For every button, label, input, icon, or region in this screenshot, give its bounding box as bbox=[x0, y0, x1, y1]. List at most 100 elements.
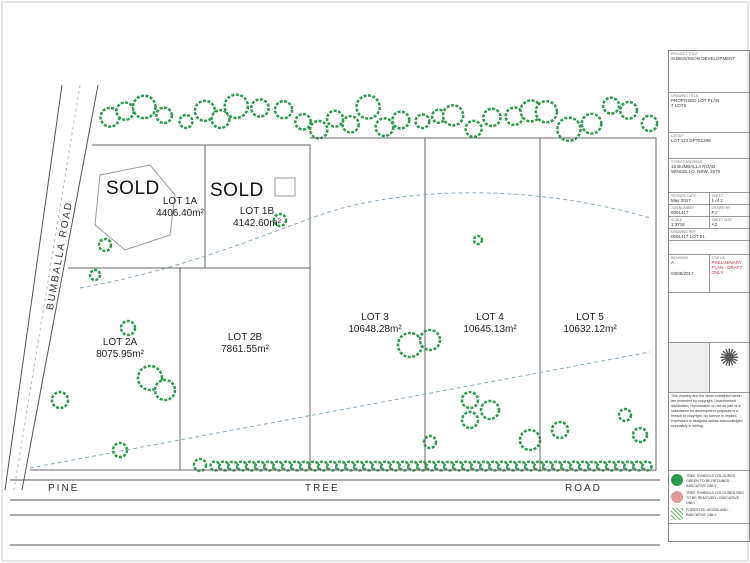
lot-name: LOT 2B bbox=[227, 332, 263, 343]
tree-icon bbox=[398, 460, 410, 472]
tree-icon bbox=[479, 399, 501, 421]
sheet: 1 of 2 bbox=[711, 198, 723, 203]
tree-icon bbox=[464, 119, 483, 139]
tree-icon bbox=[631, 426, 649, 444]
tree-icon bbox=[560, 460, 572, 472]
tree-icon bbox=[355, 94, 381, 120]
revision-date: 03/05/2017 bbox=[671, 271, 694, 276]
tree-road-label: TREE bbox=[305, 483, 340, 494]
lot-area: 8075.95m² bbox=[96, 349, 144, 360]
tree-icon bbox=[614, 460, 626, 472]
tree-icon bbox=[580, 112, 603, 135]
tree-symbols bbox=[50, 93, 659, 473]
tree-icon bbox=[371, 460, 383, 472]
tree-icon bbox=[192, 457, 208, 473]
lot-area: 10632.12m² bbox=[563, 324, 617, 335]
green-tree-icon bbox=[671, 474, 683, 486]
drawn-by: PJ bbox=[711, 210, 717, 215]
tree-icon bbox=[461, 460, 473, 472]
tree-icon bbox=[470, 460, 482, 472]
pine-road-label: PINE bbox=[48, 483, 80, 494]
tree-icon bbox=[272, 212, 288, 228]
tree-icon bbox=[263, 460, 275, 472]
drawing-title: PROPOSED LOT PLAN bbox=[671, 98, 720, 103]
tree-icon bbox=[155, 106, 174, 125]
tree-icon bbox=[245, 460, 257, 472]
lot-dp: LOT 113 DP751298 bbox=[671, 138, 711, 143]
lot-area: 7861.55m² bbox=[221, 344, 269, 355]
tree-icon bbox=[341, 114, 360, 134]
scale: 1:3716 bbox=[671, 222, 685, 227]
tree-icon bbox=[569, 460, 581, 472]
tree-icon bbox=[641, 460, 653, 472]
tree-icon bbox=[460, 410, 480, 430]
address-line1: 15 BUMBALLA ROAD bbox=[671, 164, 716, 169]
project-title: SUBDIVISION DEVELOPMENT bbox=[671, 56, 736, 61]
tree-icon bbox=[308, 119, 329, 140]
lot-name: LOT 3 bbox=[361, 312, 389, 323]
tree-icon bbox=[479, 460, 491, 472]
lot-name: LOT 4 bbox=[476, 312, 504, 323]
tree-icon bbox=[325, 109, 345, 128]
tree-icon bbox=[414, 113, 431, 130]
lot-boundaries bbox=[30, 137, 657, 471]
lot-name: LOT 2A bbox=[102, 337, 138, 348]
tree-icon bbox=[425, 460, 437, 472]
tree-icon bbox=[640, 114, 659, 133]
tree-icon bbox=[497, 460, 509, 472]
tree-icon bbox=[617, 407, 633, 423]
tree-icon bbox=[452, 460, 464, 472]
tree-icon bbox=[119, 319, 137, 337]
tree-icon bbox=[434, 460, 446, 472]
lot-area: 10645.13m² bbox=[463, 324, 517, 335]
lot-name: LOT 1A bbox=[162, 196, 198, 207]
tree-icon bbox=[335, 460, 347, 472]
tree-icon bbox=[533, 460, 545, 472]
tree-icon bbox=[422, 434, 438, 450]
tree-icon bbox=[97, 237, 113, 253]
tree-icon bbox=[391, 110, 411, 130]
sold-badge-lot-1a: SOLD bbox=[106, 178, 160, 199]
tree-icon bbox=[619, 100, 639, 120]
tree-icon bbox=[178, 113, 194, 130]
tree-icon bbox=[218, 460, 230, 472]
tree-icon bbox=[308, 460, 320, 472]
tree-icon bbox=[88, 268, 102, 282]
tree-icon bbox=[290, 460, 302, 472]
tree-icon bbox=[524, 460, 536, 472]
lot-area: 10648.28m² bbox=[348, 324, 402, 335]
tree-icon bbox=[153, 378, 177, 402]
tree-icon bbox=[488, 460, 500, 472]
tree-icon bbox=[407, 460, 419, 472]
tree-icon bbox=[223, 93, 250, 120]
tree-icon bbox=[396, 331, 424, 359]
woodland-hatch-icon bbox=[671, 508, 683, 520]
legend-item: TREE SYMBOLS COLOURED GREEN TO BE RETAIN… bbox=[686, 474, 736, 488]
tree-icon bbox=[534, 99, 559, 124]
tree-icon bbox=[294, 112, 312, 131]
tree-icon bbox=[353, 460, 365, 472]
tree-icon bbox=[418, 328, 442, 352]
tree-icon bbox=[441, 103, 465, 127]
north-arrow-icon: ✺ bbox=[709, 343, 749, 393]
tree-icon bbox=[209, 460, 221, 472]
tree-icon bbox=[131, 94, 157, 120]
company-logo bbox=[669, 343, 710, 393]
tree-icon bbox=[605, 460, 617, 472]
revision: A bbox=[671, 260, 675, 265]
tree-icon bbox=[482, 107, 502, 128]
tree-icon bbox=[111, 441, 129, 459]
tree-icon bbox=[254, 460, 266, 472]
tree-icon bbox=[272, 460, 284, 472]
tree-icon bbox=[443, 460, 455, 472]
bumballa-road-edge bbox=[21, 84, 99, 491]
tree-icon bbox=[623, 460, 635, 472]
copyright-notice: This drawing and the ideas contained her… bbox=[669, 393, 749, 471]
tree-icon bbox=[550, 420, 570, 440]
tree-icon bbox=[344, 460, 356, 472]
tree-icon bbox=[50, 390, 70, 410]
tree-icon bbox=[601, 96, 621, 115]
tree-icon bbox=[506, 460, 518, 472]
tree-icon bbox=[515, 460, 527, 472]
